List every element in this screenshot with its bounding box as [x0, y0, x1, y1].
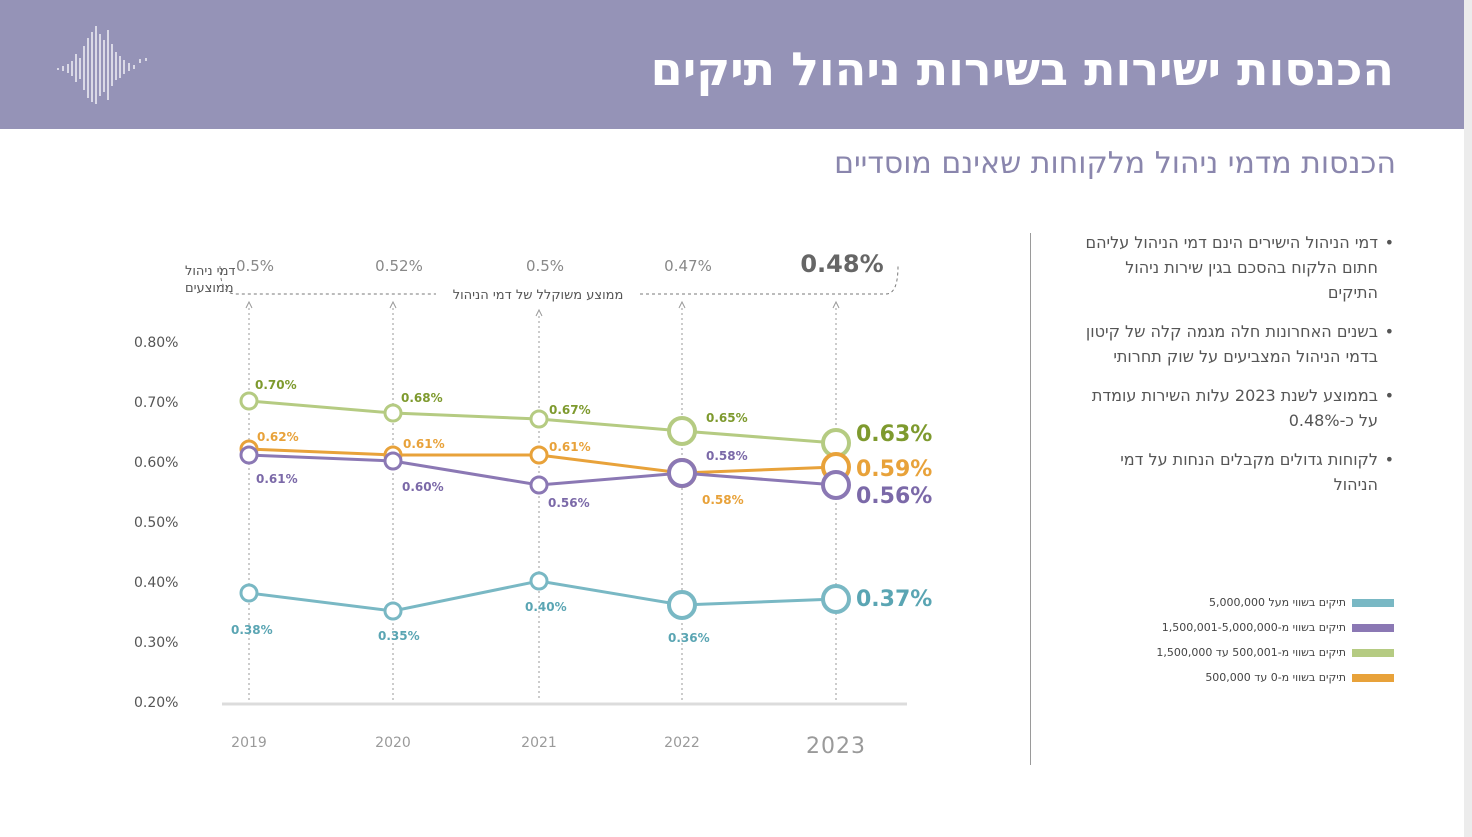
- soundwave-logo-icon: [57, 26, 147, 104]
- data-label: 0.61%: [549, 440, 591, 454]
- data-label-highlight: 0.56%: [856, 484, 932, 509]
- legend-label: תיקים בשווי מ-1,500,001-5,000,000: [1161, 621, 1346, 634]
- data-point: [667, 590, 697, 620]
- data-point: [239, 583, 259, 603]
- y-tick-label: 0.70%: [134, 395, 178, 411]
- y-axis-label: דמי ניהול: [185, 264, 236, 279]
- series-line-group: 0.70% 0.68% 0.67% 0.65% 0.63%: [239, 378, 932, 458]
- data-label: 0.68%: [401, 391, 443, 405]
- data-label: 0.56%: [548, 496, 590, 510]
- average-value-label: 0.5%: [526, 257, 564, 275]
- year-guide-arrow: [535, 308, 543, 317]
- data-point: [239, 391, 259, 411]
- year-guide-arrow: [389, 300, 397, 309]
- data-point: [529, 409, 549, 429]
- legend-item: תיקים בשווי מ-1,500,001-5,000,000: [1156, 615, 1394, 640]
- data-point: [529, 475, 549, 495]
- average-bracket-label: ממוצע משוקלל של דמי הניהול: [453, 288, 624, 303]
- bullet-item: בממוצע לשנת 2023 עלות השירות עומדת על כ-…: [1078, 383, 1394, 433]
- year-guide: [535, 308, 543, 700]
- data-label: 0.40%: [525, 600, 567, 614]
- data-point: [383, 451, 403, 471]
- data-point: [821, 470, 851, 500]
- data-label: 0.60%: [402, 480, 444, 494]
- data-label: 0.65%: [706, 411, 748, 425]
- data-label: 0.58%: [702, 493, 744, 507]
- bullet-item: בשנים האחרונות חלה מגמה קלה של קיטון בדמ…: [1078, 319, 1394, 369]
- data-label: 0.70%: [255, 378, 297, 392]
- year-guide: [832, 300, 840, 700]
- header-band: [0, 0, 1464, 129]
- x-tick-label: 2022: [664, 735, 700, 751]
- data-label: 0.38%: [231, 623, 273, 637]
- y-tick-label: 0.80%: [134, 335, 178, 351]
- year-guide-arrow: [678, 300, 686, 309]
- data-point: [239, 445, 259, 465]
- data-point: [529, 445, 549, 465]
- y-tick-label: 0.60%: [134, 455, 178, 471]
- data-point: [383, 403, 403, 423]
- data-point: [821, 584, 851, 614]
- average-bracket: [219, 265, 899, 295]
- y-tick-label: 0.20%: [134, 695, 178, 711]
- legend-label: תיקים בשווי מ-0 עד 500,000: [1205, 671, 1346, 684]
- data-label: 0.35%: [378, 629, 420, 643]
- legend-item: תיקים בשווי מעל 5,000,000: [1156, 590, 1394, 615]
- x-tick-label: 2021: [521, 735, 557, 751]
- vertical-divider: [1030, 233, 1031, 765]
- legend-item: תיקים בשווי מ-0 עד 500,000: [1156, 665, 1394, 690]
- data-label-highlight: 0.37%: [856, 587, 932, 612]
- data-label: 0.61%: [256, 472, 298, 486]
- year-guide: [678, 300, 686, 700]
- y-tick-label: 0.40%: [134, 575, 178, 591]
- data-label: 0.61%: [403, 437, 445, 451]
- legend-item: תיקים בשווי מ-500,001 עד 1,500,000: [1156, 640, 1394, 665]
- average-value-label: 0.5%: [236, 257, 274, 275]
- year-guide: [389, 300, 397, 700]
- average-value-label: 0.47%: [664, 257, 712, 275]
- bullet-list: דמי הניהול הישירים הינם דמי הניהול עליהם…: [1078, 230, 1394, 511]
- data-label: 0.67%: [549, 403, 591, 417]
- y-axis-label: ממוצעים: [185, 281, 234, 296]
- page-subtitle: הכנסות מדמי ניהול מלקוחות שאינם מוסדיים: [834, 146, 1396, 181]
- year-guide-arrow: [245, 300, 253, 309]
- series-line-group: 0.38% 0.35% 0.40% 0.36% 0.37%: [231, 571, 932, 645]
- x-tick-label: 2023: [806, 734, 866, 759]
- data-point: [667, 458, 697, 488]
- data-label: 0.58%: [706, 449, 748, 463]
- page-edge-strip: [1464, 0, 1472, 837]
- page-title: הכנסות ישירות בשירות ניהול תיקים: [650, 42, 1394, 96]
- chart-legend: תיקים בשווי מעל 5,000,000 תיקים בשווי מ-…: [1156, 590, 1394, 690]
- year-guide: [245, 300, 253, 700]
- x-tick-label: 2019: [231, 735, 267, 751]
- data-label-highlight: 0.63%: [856, 422, 932, 447]
- data-label: 0.36%: [668, 631, 710, 645]
- y-tick-label: 0.30%: [134, 635, 178, 651]
- data-point: [383, 601, 403, 621]
- legend-label: תיקים בשווי מעל 5,000,000: [1209, 596, 1346, 609]
- year-guide-arrow: [832, 300, 840, 309]
- bullet-item: דמי הניהול הישירים הינם דמי הניהול עליהם…: [1078, 230, 1394, 305]
- legend-swatch: [1352, 648, 1394, 657]
- legend-swatch: [1352, 673, 1394, 682]
- series-line-group: 0.61% 0.60% 0.56% 0.58% 0.56%: [239, 445, 932, 510]
- x-tick-label: 2020: [375, 735, 411, 751]
- data-point: [529, 571, 549, 591]
- data-label: 0.62%: [257, 430, 299, 444]
- y-tick-label: 0.50%: [134, 515, 178, 531]
- line-chart: דמי ניהול ממוצעים 0.80% 0.70% 0.60% 0.50% 0.40…: [134, 250, 932, 759]
- bullet-item: לקוחות גדולים מקבלים הנחות על דמי הניהול: [1078, 447, 1394, 497]
- average-value-label: 0.48%: [800, 250, 883, 278]
- data-label-highlight: 0.59%: [856, 457, 932, 482]
- legend-swatch: [1352, 623, 1394, 632]
- legend-swatch: [1352, 598, 1394, 607]
- average-value-label: 0.52%: [375, 257, 423, 275]
- data-point: [667, 416, 697, 446]
- legend-label: תיקים בשווי מ-500,001 עד 1,500,000: [1156, 646, 1346, 659]
